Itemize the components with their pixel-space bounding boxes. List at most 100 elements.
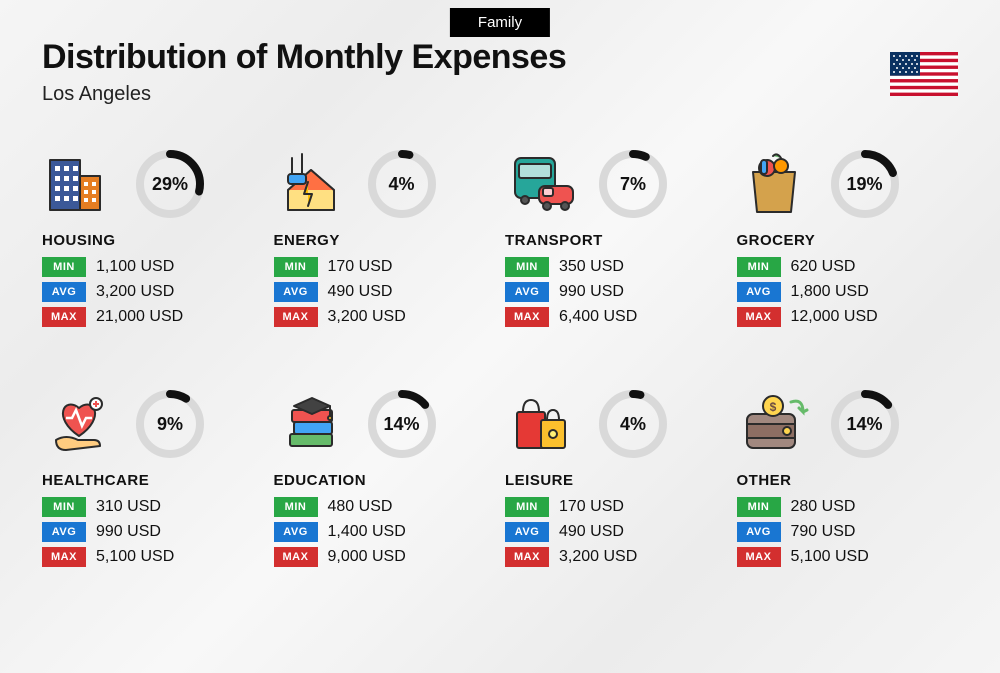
stat-avg: AVG 1,800 USD — [737, 282, 959, 302]
percent-ring: 19% — [829, 148, 901, 220]
stat-avg: AVG 990 USD — [505, 282, 727, 302]
category-card-other: $ 14% OTHER MIN 280 USD AVG 790 USD MAX … — [737, 388, 959, 572]
other-icon: $ — [737, 390, 811, 458]
healthcare-icon — [42, 390, 116, 458]
avg-value: 790 USD — [791, 523, 856, 541]
category-name: ENERGY — [274, 232, 496, 249]
avg-tag: AVG — [42, 282, 86, 302]
min-tag: MIN — [505, 497, 549, 517]
stat-min: MIN 350 USD — [505, 257, 727, 277]
page-title: Distribution of Monthly Expenses — [42, 38, 566, 77]
category-card-grocery: 19% GROCERY MIN 620 USD AVG 1,800 USD MA… — [737, 148, 959, 332]
max-tag: MAX — [274, 547, 318, 567]
category-badge: Family — [450, 8, 550, 37]
min-tag: MIN — [274, 497, 318, 517]
page-subtitle: Los Angeles — [42, 83, 566, 106]
avg-tag: AVG — [737, 282, 781, 302]
stat-min: MIN 480 USD — [274, 497, 496, 517]
category-card-leisure: 4% LEISURE MIN 170 USD AVG 490 USD MAX 3… — [505, 388, 727, 572]
avg-value: 490 USD — [328, 283, 393, 301]
leisure-icon — [505, 390, 579, 458]
stat-max: MAX 3,200 USD — [274, 307, 496, 327]
category-card-transport: 7% TRANSPORT MIN 350 USD AVG 990 USD MAX… — [505, 148, 727, 332]
stat-max: MAX 6,400 USD — [505, 307, 727, 327]
percent-label: 29% — [134, 148, 206, 220]
stat-min: MIN 170 USD — [505, 497, 727, 517]
max-value: 9,000 USD — [328, 548, 406, 566]
percent-label: 9% — [134, 388, 206, 460]
avg-tag: AVG — [274, 522, 318, 542]
stat-max: MAX 9,000 USD — [274, 547, 496, 567]
stat-avg: AVG 790 USD — [737, 522, 959, 542]
category-name: HEALTHCARE — [42, 472, 264, 489]
min-value: 280 USD — [791, 498, 856, 516]
max-value: 12,000 USD — [791, 308, 878, 326]
category-card-education: 14% EDUCATION MIN 480 USD AVG 1,400 USD … — [274, 388, 496, 572]
percent-label: 19% — [829, 148, 901, 220]
stat-max: MAX 5,100 USD — [737, 547, 959, 567]
category-name: OTHER — [737, 472, 959, 489]
percent-ring: 9% — [134, 388, 206, 460]
percent-ring: 14% — [366, 388, 438, 460]
min-value: 350 USD — [559, 258, 624, 276]
percent-label: 4% — [366, 148, 438, 220]
grocery-icon — [737, 150, 811, 218]
min-value: 310 USD — [96, 498, 161, 516]
energy-icon — [274, 150, 348, 218]
max-tag: MAX — [42, 307, 86, 327]
stat-max: MAX 5,100 USD — [42, 547, 264, 567]
avg-value: 3,200 USD — [96, 283, 174, 301]
category-name: HOUSING — [42, 232, 264, 249]
max-value: 3,200 USD — [328, 308, 406, 326]
min-value: 1,100 USD — [96, 258, 174, 276]
min-value: 480 USD — [328, 498, 393, 516]
transport-icon — [505, 150, 579, 218]
stat-max: MAX 12,000 USD — [737, 307, 959, 327]
category-grid: 29% HOUSING MIN 1,100 USD AVG 3,200 USD … — [42, 148, 958, 572]
avg-tag: AVG — [737, 522, 781, 542]
stat-min: MIN 1,100 USD — [42, 257, 264, 277]
avg-tag: AVG — [505, 522, 549, 542]
max-value: 3,200 USD — [559, 548, 637, 566]
avg-value: 990 USD — [559, 283, 624, 301]
min-tag: MIN — [737, 257, 781, 277]
stat-min: MIN 170 USD — [274, 257, 496, 277]
percent-label: 14% — [366, 388, 438, 460]
avg-value: 490 USD — [559, 523, 624, 541]
min-value: 620 USD — [791, 258, 856, 276]
category-name: GROCERY — [737, 232, 959, 249]
min-tag: MIN — [505, 257, 549, 277]
percent-ring: 29% — [134, 148, 206, 220]
percent-ring: 4% — [366, 148, 438, 220]
min-tag: MIN — [274, 257, 318, 277]
min-tag: MIN — [42, 497, 86, 517]
category-name: EDUCATION — [274, 472, 496, 489]
avg-tag: AVG — [505, 282, 549, 302]
category-name: LEISURE — [505, 472, 727, 489]
min-value: 170 USD — [559, 498, 624, 516]
avg-value: 1,800 USD — [791, 283, 869, 301]
max-tag: MAX — [737, 307, 781, 327]
category-card-healthcare: 9% HEALTHCARE MIN 310 USD AVG 990 USD MA… — [42, 388, 264, 572]
us-flag-icon — [890, 52, 958, 96]
min-tag: MIN — [737, 497, 781, 517]
percent-ring: 14% — [829, 388, 901, 460]
stat-avg: AVG 490 USD — [274, 282, 496, 302]
avg-value: 1,400 USD — [328, 523, 406, 541]
stat-min: MIN 280 USD — [737, 497, 959, 517]
stat-avg: AVG 3,200 USD — [42, 282, 264, 302]
avg-tag: AVG — [274, 282, 318, 302]
stat-max: MAX 21,000 USD — [42, 307, 264, 327]
stat-min: MIN 310 USD — [42, 497, 264, 517]
stat-avg: AVG 490 USD — [505, 522, 727, 542]
percent-label: 14% — [829, 388, 901, 460]
percent-ring: 7% — [597, 148, 669, 220]
max-tag: MAX — [42, 547, 86, 567]
max-tag: MAX — [737, 547, 781, 567]
max-tag: MAX — [505, 307, 549, 327]
housing-icon — [42, 150, 116, 218]
stat-avg: AVG 990 USD — [42, 522, 264, 542]
max-value: 21,000 USD — [96, 308, 183, 326]
header: Distribution of Monthly Expenses Los Ang… — [42, 38, 566, 106]
min-value: 170 USD — [328, 258, 393, 276]
